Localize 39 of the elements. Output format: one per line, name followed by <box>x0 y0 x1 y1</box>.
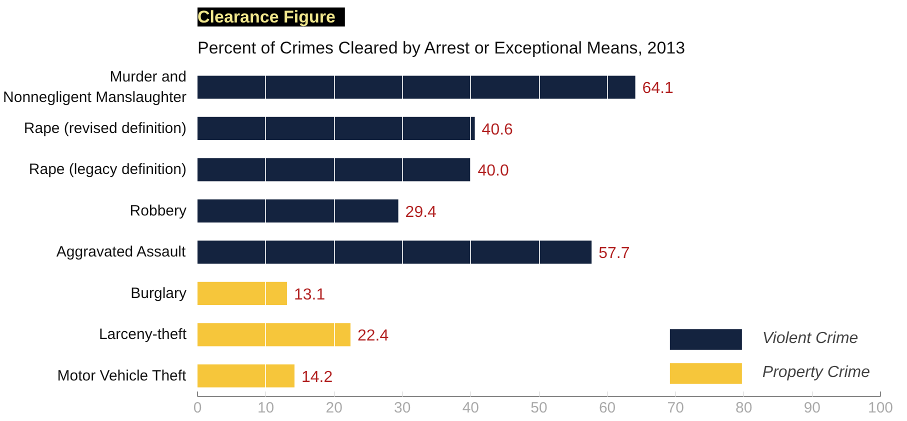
bar <box>198 116 475 140</box>
data-label: 40.6 <box>482 121 514 138</box>
y-tick-label: Rape (legacy definition) <box>28 161 187 178</box>
data-label: 13.1 <box>294 286 326 304</box>
chart-title: Clearance Figure <box>198 8 336 26</box>
x-tick-label: 80 <box>736 400 752 416</box>
bar <box>198 240 592 264</box>
x-tick-label: 20 <box>326 400 342 416</box>
x-tick-label: 30 <box>394 400 411 416</box>
bar <box>198 158 471 182</box>
y-tick-label: Murder and Nonnegligent Manslaughter <box>3 68 187 106</box>
y-tick-label: Larceny-theft <box>98 326 188 344</box>
x-tick-label: 60 <box>598 400 616 416</box>
legend-label: Violent Crime <box>762 330 858 348</box>
data-label: 29.4 <box>405 204 437 221</box>
data-label: 14.2 <box>301 368 333 386</box>
bar <box>198 282 287 305</box>
x-tick-label: 0 <box>193 400 202 416</box>
x-tick-label: 90 <box>804 400 821 416</box>
x-tick-label: 50 <box>530 400 548 416</box>
data-label: 22.4 <box>357 328 389 345</box>
bar <box>198 364 294 388</box>
y-tick-label: Rape (revised definition) <box>24 120 187 137</box>
bar <box>198 323 350 346</box>
y-tick-label: Aggravated Assault <box>56 244 187 261</box>
x-tick-label: 40 <box>462 400 480 416</box>
x-tick-label: 10 <box>257 400 274 416</box>
y-tick-label: Motor Vehicle Theft <box>57 367 188 384</box>
y-tick-label: Burglary <box>130 284 187 302</box>
chart-subtitle: Percent of Crimes Cleared by Arrest or Exceptional Means, 2013 <box>198 38 686 58</box>
x-tick-label: 70 <box>667 400 684 416</box>
bar <box>198 76 636 99</box>
data-label: 64.1 <box>642 80 674 98</box>
x-tick-label: 100 <box>868 400 894 416</box>
bar <box>198 199 398 222</box>
legend-label: Property Crime <box>762 364 870 382</box>
data-label: 40.0 <box>478 162 509 180</box>
y-tick-label: Robbery <box>130 202 187 220</box>
data-label: 57.7 <box>598 245 630 262</box>
